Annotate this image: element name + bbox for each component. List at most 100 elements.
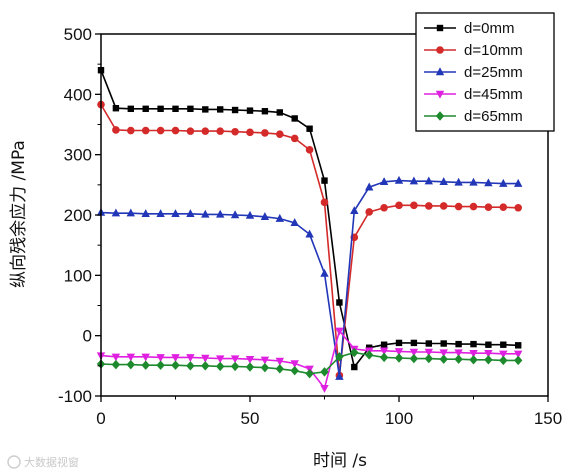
data-point [320, 367, 329, 377]
data-point [425, 340, 432, 347]
data-point [127, 105, 134, 113]
data-point [156, 209, 165, 217]
data-point [424, 353, 433, 364]
legend-marker [436, 46, 444, 54]
data-point [394, 175, 404, 184]
data-point [111, 359, 121, 370]
data-point [514, 355, 523, 366]
data-point [499, 355, 508, 366]
data-point [290, 134, 299, 143]
data-point [484, 178, 493, 187]
data-point [290, 360, 299, 369]
data-point [217, 106, 224, 113]
data-point [275, 357, 284, 366]
data-point [291, 115, 298, 122]
data-point [275, 364, 284, 374]
legend-marker [435, 90, 445, 99]
data-point [439, 177, 448, 186]
legend-label: d=0mm [464, 20, 514, 37]
data-point [260, 212, 270, 221]
data-point [395, 339, 403, 347]
data-point [261, 129, 269, 137]
data-point [454, 177, 463, 186]
data-point [379, 177, 389, 186]
watermark-text: 大数据视窗 [24, 455, 79, 469]
legend-marker [435, 111, 445, 121]
data-point [320, 384, 329, 393]
data-point [351, 363, 358, 371]
data-point [515, 342, 522, 349]
data-point [469, 202, 478, 211]
data-point [335, 327, 344, 336]
data-point [112, 105, 120, 112]
data-point [187, 105, 194, 113]
data-point [186, 127, 195, 135]
y-tick-label: 300 [64, 146, 92, 165]
data-point [454, 349, 463, 358]
data-point [380, 203, 388, 212]
legend-label: d=65mm [464, 108, 523, 125]
y-axis-label: 纵向残余应力 /MPa [9, 140, 29, 288]
data-point [410, 339, 418, 347]
data-point [171, 354, 180, 363]
data-point [440, 340, 447, 347]
data-point [201, 209, 210, 218]
x-axis-label: 时间 /s [313, 451, 367, 471]
data-point [484, 349, 493, 358]
watermark-logo-icon [7, 455, 21, 469]
data-point [126, 208, 135, 217]
legend-marker [436, 24, 444, 32]
data-point [261, 108, 269, 115]
data-point [424, 176, 433, 185]
data-point [500, 341, 507, 348]
data-point [216, 127, 224, 135]
series-d-45mm [96, 327, 523, 393]
data-point [111, 208, 121, 217]
data-point [260, 356, 270, 365]
data-point [172, 105, 179, 113]
data-point [409, 348, 419, 357]
data-point [394, 353, 404, 363]
legend-label: d=45mm [464, 86, 523, 103]
data-point [425, 202, 433, 210]
data-point [439, 202, 448, 210]
data-point [499, 350, 508, 359]
data-point [365, 350, 374, 360]
data-point [216, 355, 225, 364]
data-point [469, 355, 478, 365]
data-point [276, 130, 284, 138]
data-point [276, 109, 283, 116]
series-d-65mm [96, 347, 523, 379]
data-point [514, 350, 523, 359]
data-point [141, 360, 150, 370]
data-point [514, 203, 522, 212]
data-point [455, 340, 462, 348]
data-point [201, 361, 210, 371]
data-point [365, 182, 374, 191]
data-point [305, 368, 314, 379]
data-point [157, 105, 164, 113]
data-point [275, 213, 284, 222]
data-point [350, 206, 359, 214]
data-point [142, 105, 149, 113]
data-point [485, 341, 492, 348]
data-point [469, 349, 478, 358]
data-point [394, 348, 404, 357]
data-point [320, 268, 329, 277]
legend-label: d=25mm [464, 64, 523, 81]
x-tick-label: 0 [96, 409, 105, 428]
data-point [395, 201, 403, 210]
data-point [202, 106, 209, 113]
data-point [141, 209, 150, 217]
data-point [201, 354, 210, 363]
data-point [305, 229, 314, 238]
data-point [246, 107, 254, 114]
data-point [216, 361, 225, 372]
series-d-25mm [96, 175, 523, 380]
data-point [409, 176, 419, 185]
legend-item: d=25mm [424, 64, 523, 81]
data-point [499, 178, 508, 187]
y-tick-label: 500 [64, 25, 92, 44]
data-point [306, 125, 313, 132]
